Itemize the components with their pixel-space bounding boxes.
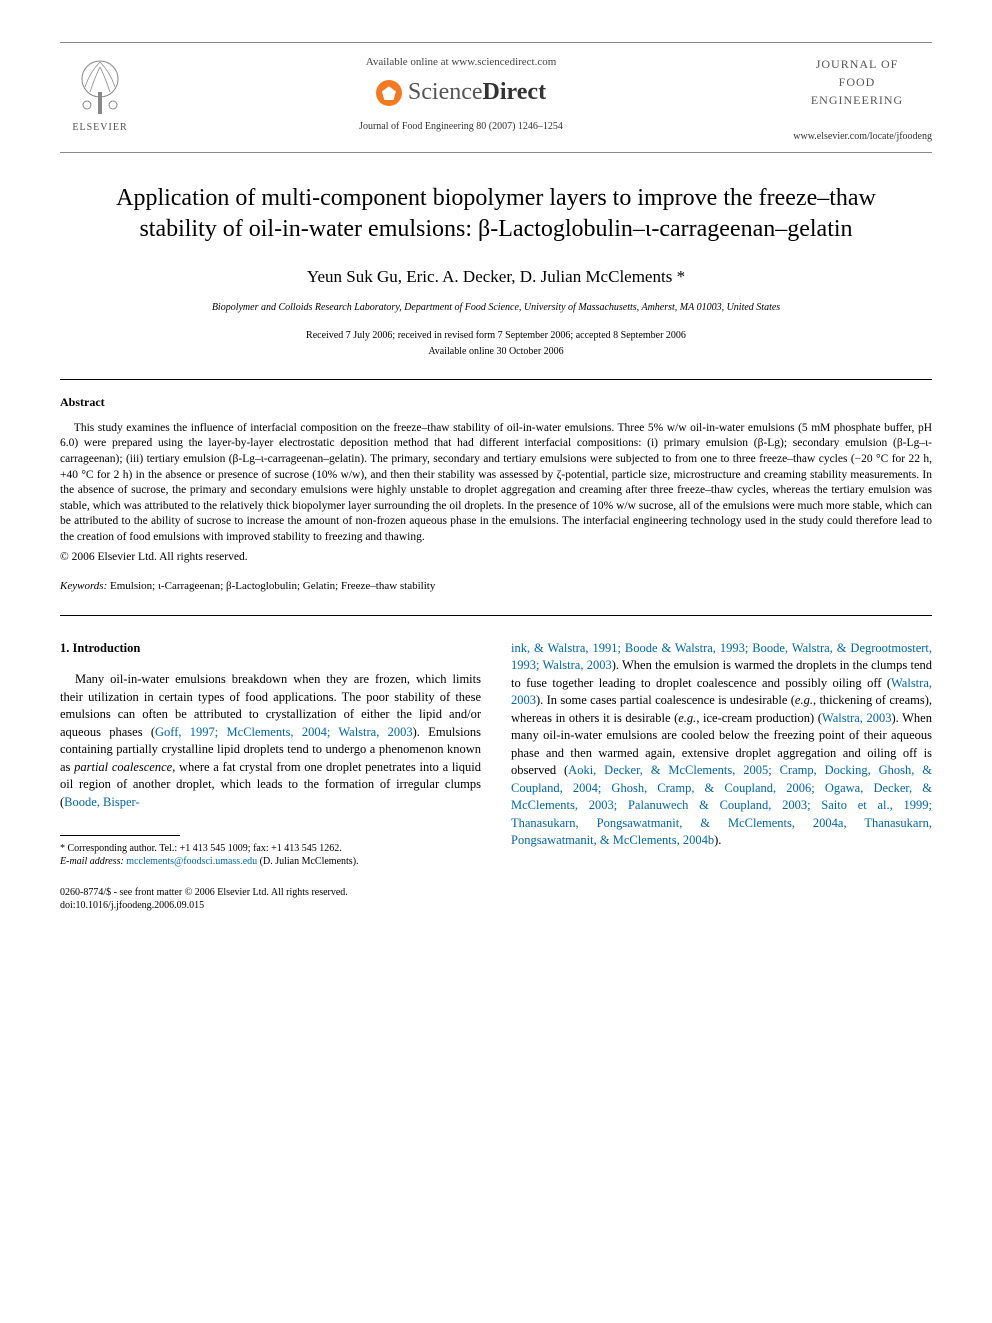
keywords-text: Emulsion; ι-Carrageenan; β-Lactoglobulin… xyxy=(107,580,435,592)
intro-text-9: ). xyxy=(714,833,721,847)
corresponding-footnote: * Corresponding author. Tel.: +1 413 545… xyxy=(60,842,481,868)
keywords-line: Keywords: Emulsion; ι-Carrageenan; β-Lac… xyxy=(60,579,932,594)
intro-ref-1[interactable]: Goff, 1997; McClements, 2004; Walstra, 2… xyxy=(155,725,413,739)
journal-name-line2: FOOD xyxy=(782,73,932,91)
left-column: 1. Introduction Many oil-in-water emulsi… xyxy=(60,640,481,913)
header-bottom-rule xyxy=(60,152,932,153)
intro-paragraph-right: ink, & Walstra, 1991; Boode & Walstra, 1… xyxy=(511,640,932,850)
sd-prefix: Science xyxy=(408,79,483,105)
journal-name-box: JOURNAL OF FOOD ENGINEERING www.elsevier… xyxy=(782,45,932,144)
sciencedirect-brand: ScienceDirect xyxy=(140,76,782,110)
doi-line: doi:10.1016/j.jfoodeng.2006.09.015 xyxy=(60,899,481,912)
affiliation: Biopolymer and Colloids Research Laborat… xyxy=(60,301,932,315)
paper-title: Application of multi-component biopolyme… xyxy=(100,183,892,245)
journal-reference: Journal of Food Engineering 80 (2007) 12… xyxy=(140,120,782,134)
doi-block: 0260-8774/$ - see front matter © 2006 El… xyxy=(60,886,481,912)
intro-ref-2[interactable]: Boode, Bisper- xyxy=(64,795,139,809)
intro-paragraph-left: Many oil-in-water emulsions breakdown wh… xyxy=(60,671,481,811)
elsevier-tree-icon xyxy=(65,57,135,117)
email-line: E-mail address: mcclements@foodsci.umass… xyxy=(60,855,481,868)
intro-ref-6[interactable]: Aoki, Decker, & McClements, 2005; Cramp,… xyxy=(511,763,932,847)
keywords-label: Keywords: xyxy=(60,580,107,592)
elsevier-label: ELSEVIER xyxy=(72,121,127,135)
authors: Yeun Suk Gu, Eric. A. Decker, D. Julian … xyxy=(60,265,932,289)
journal-name-line3: ENGINEERING xyxy=(782,91,932,109)
center-header: Available online at www.sciencedirect.co… xyxy=(140,45,782,134)
copyright-line: © 2006 Elsevier Ltd. All rights reserved… xyxy=(60,549,932,565)
right-column: ink, & Walstra, 1991; Boode & Walstra, 1… xyxy=(511,640,932,913)
intro-italic-2: e.g. xyxy=(795,693,813,707)
front-matter-line: 0260-8774/$ - see front matter © 2006 El… xyxy=(60,886,481,899)
intro-italic-1: partial coalescence xyxy=(74,760,172,774)
intro-text-7: , ice-cream production) ( xyxy=(696,711,822,725)
top-rule xyxy=(60,42,932,43)
body-columns: 1. Introduction Many oil-in-water emulsi… xyxy=(60,640,932,913)
sciencedirect-text: ScienceDirect xyxy=(408,76,546,110)
journal-url: www.elsevier.com/locate/jfoodeng xyxy=(782,129,932,144)
elsevier-logo: ELSEVIER xyxy=(60,45,140,135)
available-online-text: Available online at www.sciencedirect.co… xyxy=(140,55,782,70)
abstract-heading: Abstract xyxy=(60,394,932,411)
abstract-body: This study examines the influence of int… xyxy=(60,421,932,545)
footnote-separator xyxy=(60,835,180,836)
corresponding-line: * Corresponding author. Tel.: +1 413 545… xyxy=(60,842,481,855)
intro-heading: 1. Introduction xyxy=(60,640,481,658)
intro-text-5: ). In some cases partial coalescence is … xyxy=(536,693,795,707)
intro-italic-3: e.g. xyxy=(678,711,696,725)
received-dates: Received 7 July 2006; received in revise… xyxy=(60,329,932,343)
abstract-top-rule xyxy=(60,379,932,380)
journal-name-line1: JOURNAL OF xyxy=(782,55,932,73)
email-address[interactable]: mcclements@foodsci.umass.edu xyxy=(124,856,260,867)
available-date: Available online 30 October 2006 xyxy=(60,345,932,359)
email-label: E-mail address: xyxy=(60,856,124,867)
intro-ref-5[interactable]: Walstra, 2003 xyxy=(822,711,892,725)
sd-suffix: Direct xyxy=(483,79,547,105)
abstract-bottom-rule xyxy=(60,615,932,616)
header-row: ELSEVIER Available online at www.science… xyxy=(60,45,932,144)
sciencedirect-icon xyxy=(376,80,402,106)
email-tail: (D. Julian McClements). xyxy=(260,856,359,867)
